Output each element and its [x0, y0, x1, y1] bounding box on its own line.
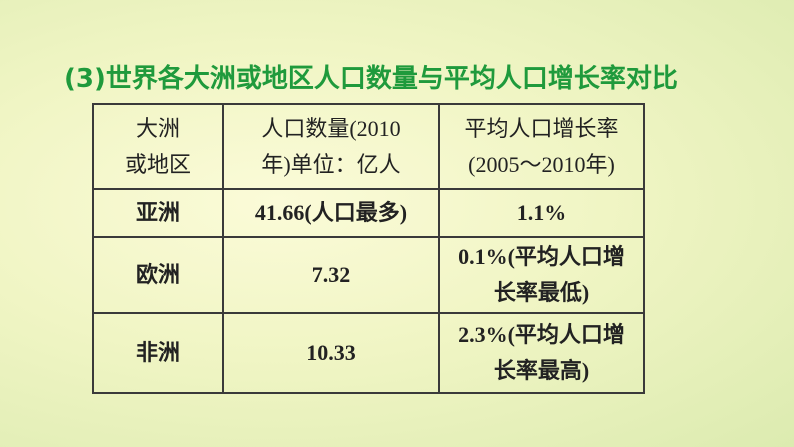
cell-text: 或地区 [124, 151, 191, 177]
table-row: 亚洲 41.66(人口最多) 1.1% [92, 188, 645, 238]
data-table: 大洲或地区 人口数量(2010 年)单位：亿人 平均人口增长率 (2005～2010年)… [92, 103, 645, 394]
table-cell: 平均人口增长率 (2005～2010年) [438, 103, 645, 190]
cell-text: 7.32 [311, 262, 351, 287]
table-cell: 0.1%(平均人口增 长率最低) [438, 236, 645, 314]
cell-text: 41.66(人口最多) [254, 200, 408, 225]
table-row: 大洲或地区 人口数量(2010 年)单位：亿人 平均人口增长率 (2005～2010年) [92, 103, 645, 190]
cell-text: 1.1% [516, 200, 567, 225]
cell-text: (2005～2010年) [468, 151, 615, 177]
table-cell: 41.66(人口最多) [222, 188, 440, 238]
table-cell: 大洲 或地区 [92, 103, 224, 190]
cell-text: 10.33 [306, 340, 356, 365]
cell-text: 欧洲 [135, 262, 180, 287]
cell-text: 非洲 [135, 340, 180, 365]
table-cell: 欧洲 [92, 236, 224, 314]
table-cell: 1.1% [438, 188, 645, 238]
table-cell: 人口数量(2010 年)单位：亿人 [222, 103, 440, 190]
cell-text: 平均人口增长率 [464, 115, 619, 141]
cell-text: 亚洲 [135, 200, 180, 225]
cell-text: 长率最低) [493, 280, 590, 305]
table-row: 欧洲 7.32 0.1%(平均人口增 长率最低) [92, 236, 645, 314]
table-cell: 10.33 [222, 312, 440, 394]
table-row: 非洲 10.33 2.3%(平均人口增 长率最高) [92, 312, 645, 394]
cell-text: 大洲 [135, 115, 180, 141]
table-cell: 亚洲 [92, 188, 224, 238]
table-cell: 7.32 [222, 236, 440, 314]
cell-text: 人口数量(2010 [261, 115, 401, 141]
cell-text: 长率最高) [493, 358, 590, 383]
slide-title: (3)世界各大洲或地区人口数量与平均人口增长率对比 [64, 64, 678, 94]
table-cell: 2.3%(平均人口增 长率最高) [438, 312, 645, 394]
table-cell: 非洲 [92, 312, 224, 394]
cell-text: 年)单位：亿人 [261, 151, 401, 177]
cell-text: 0.1%(平均人口增 [458, 244, 625, 269]
cell-text: 2.3%(平均人口增 [458, 322, 625, 347]
